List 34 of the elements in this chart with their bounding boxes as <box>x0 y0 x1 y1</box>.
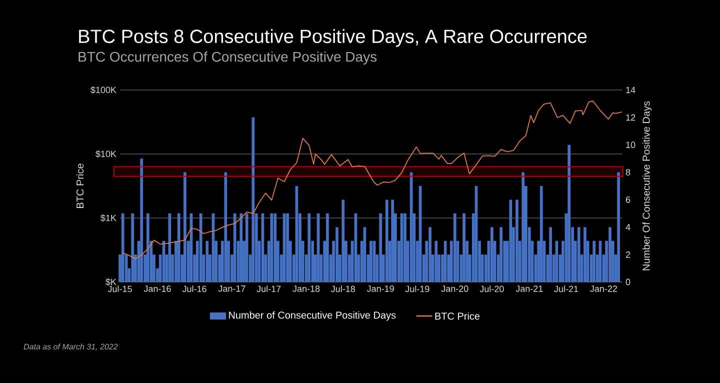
x-tick-label: Jan-22 <box>590 286 617 292</box>
y2-tick-label: 6 <box>626 196 630 203</box>
x-tick-label: Jul-15 <box>108 286 132 292</box>
x-tick-label: Jul-16 <box>182 286 206 292</box>
y2-tick-label: 14 <box>626 86 636 94</box>
y-tick-label: $K <box>106 278 116 286</box>
y-tick-label: $10K <box>96 150 116 158</box>
chart-title: BTC Posts 8 Consecutive Positive Days, A Rare Occurrence <box>79 29 587 47</box>
y2-axis-title: Number Of Consecutive Positive Days <box>642 101 652 270</box>
x-tick-label: Jul-18 <box>331 286 355 292</box>
legend-label: Number of Consecutive Positive Days <box>229 311 396 321</box>
y2-tick-label: 10 <box>626 142 636 148</box>
x-tick-label: Jul-19 <box>405 286 430 292</box>
y2-tick-label: 4 <box>626 224 630 230</box>
y2-tick-label: 0 <box>626 278 630 286</box>
x-tick-label: Jul-20 <box>480 286 504 292</box>
legend-label: BTC Price <box>435 312 480 320</box>
y-tick-label: $100K <box>90 86 116 94</box>
text: Data as of March 31, 2022 <box>24 344 118 350</box>
x-tick-label: Jan-20 <box>441 286 468 292</box>
line-series <box>122 100 622 260</box>
y-axis-title: BTC Price <box>76 164 84 208</box>
y-tick-label: $1K <box>100 214 116 222</box>
chart-subtitle: BTC Occurrences Of Consecutive Positive Days <box>78 51 377 65</box>
x-tick-label: Jul-17 <box>256 286 281 292</box>
x-tick-label: Jul-21 <box>554 286 578 292</box>
y2-tick-label: 12 <box>626 114 636 121</box>
y2-tick-label: 8 <box>626 169 630 176</box>
y2-tick-label: 2 <box>626 251 630 258</box>
x-tick-label: Jan-19 <box>366 286 394 292</box>
x-tick-label: Jan-16 <box>144 286 171 292</box>
x-tick-label: Jan-21 <box>516 286 543 292</box>
x-tick-label: Jan-18 <box>292 286 320 292</box>
x-tick-label: Jan-17 <box>218 286 246 292</box>
